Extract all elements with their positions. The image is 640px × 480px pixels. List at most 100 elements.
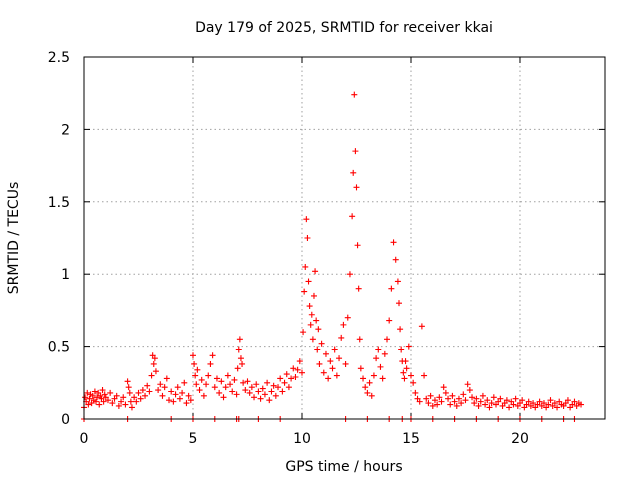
data-point bbox=[349, 213, 356, 220]
data-point bbox=[503, 397, 510, 404]
data-point bbox=[259, 385, 266, 392]
data-point bbox=[200, 392, 207, 399]
data-point bbox=[150, 360, 157, 367]
data-point bbox=[336, 355, 343, 362]
data-point bbox=[279, 388, 286, 395]
data-point bbox=[133, 398, 140, 405]
data-point bbox=[427, 392, 434, 399]
data-point bbox=[128, 404, 135, 411]
data-point bbox=[196, 387, 203, 394]
data-point bbox=[381, 350, 388, 357]
data-point bbox=[187, 397, 194, 404]
data-point bbox=[395, 300, 402, 307]
data-point bbox=[469, 394, 476, 401]
data-point bbox=[306, 303, 313, 310]
data-point bbox=[479, 392, 486, 399]
data-point bbox=[131, 394, 138, 401]
x-axis-label: GPS time / hours bbox=[285, 459, 402, 475]
data-point bbox=[122, 401, 129, 408]
data-point bbox=[283, 371, 290, 378]
data-point bbox=[340, 321, 347, 328]
data-point bbox=[545, 401, 552, 408]
data-point bbox=[298, 369, 305, 376]
data-point bbox=[309, 336, 316, 343]
data-point bbox=[327, 358, 334, 365]
data-point bbox=[375, 346, 382, 353]
data-point bbox=[453, 402, 460, 409]
data-point bbox=[484, 397, 491, 404]
data-point bbox=[477, 398, 484, 405]
data-point bbox=[170, 398, 177, 405]
data-point bbox=[400, 369, 407, 376]
data-point bbox=[151, 355, 158, 362]
data-point bbox=[296, 358, 303, 365]
data-point bbox=[530, 400, 537, 407]
data-point bbox=[353, 184, 360, 191]
data-point bbox=[189, 352, 196, 359]
data-point bbox=[416, 398, 423, 405]
x-tick-label: 10 bbox=[293, 431, 311, 447]
data-point bbox=[551, 400, 558, 407]
data-point bbox=[224, 372, 231, 379]
data-point bbox=[397, 326, 404, 333]
data-point bbox=[346, 271, 353, 278]
data-point bbox=[310, 292, 317, 299]
data-point bbox=[360, 375, 367, 382]
data-point bbox=[355, 285, 362, 292]
data-point bbox=[235, 346, 242, 353]
data-point bbox=[155, 387, 162, 394]
data-point bbox=[220, 394, 227, 401]
data-point bbox=[407, 372, 414, 379]
chart-title: Day 179 of 2025, SRMTID for receiver kka… bbox=[195, 20, 493, 36]
data-point bbox=[307, 321, 314, 328]
data-point bbox=[264, 379, 271, 386]
data-point bbox=[126, 389, 133, 396]
data-point bbox=[354, 242, 361, 249]
data-point bbox=[261, 391, 268, 398]
data-point bbox=[506, 404, 513, 411]
data-point bbox=[239, 360, 246, 367]
data-point bbox=[464, 381, 471, 388]
x-tick-label: 5 bbox=[189, 431, 198, 447]
data-point bbox=[451, 398, 458, 405]
data-point bbox=[191, 360, 198, 367]
data-point bbox=[462, 397, 469, 404]
data-point bbox=[305, 278, 312, 285]
data-point bbox=[253, 381, 260, 388]
data-point bbox=[308, 311, 315, 318]
data-point bbox=[229, 388, 236, 395]
data-point bbox=[384, 336, 391, 343]
data-point bbox=[338, 334, 345, 341]
data-point bbox=[227, 381, 234, 388]
x-tick-label: 15 bbox=[402, 431, 420, 447]
data-point bbox=[475, 402, 482, 409]
data-point bbox=[412, 389, 419, 396]
data-point bbox=[410, 379, 417, 386]
data-point bbox=[357, 365, 364, 372]
data-point bbox=[89, 392, 96, 399]
data-point bbox=[159, 392, 166, 399]
grid bbox=[84, 57, 605, 419]
data-point bbox=[564, 397, 571, 404]
data-point bbox=[144, 382, 151, 389]
data-point bbox=[179, 389, 186, 396]
data-point bbox=[418, 323, 425, 330]
data-point bbox=[403, 365, 410, 372]
data-point bbox=[392, 256, 399, 263]
data-point bbox=[373, 355, 380, 362]
data-point bbox=[207, 360, 214, 367]
data-point bbox=[525, 398, 532, 405]
data-point bbox=[125, 384, 132, 391]
data-point bbox=[571, 398, 578, 405]
data-point bbox=[342, 360, 349, 367]
data-point bbox=[240, 379, 247, 386]
data-point bbox=[294, 366, 301, 373]
data-point bbox=[394, 278, 401, 285]
data-point bbox=[466, 387, 473, 394]
data-point bbox=[161, 384, 168, 391]
data-point bbox=[301, 288, 308, 295]
data-point bbox=[303, 216, 310, 223]
data-point bbox=[362, 384, 369, 391]
data-point bbox=[423, 395, 430, 402]
data-point bbox=[434, 401, 441, 408]
